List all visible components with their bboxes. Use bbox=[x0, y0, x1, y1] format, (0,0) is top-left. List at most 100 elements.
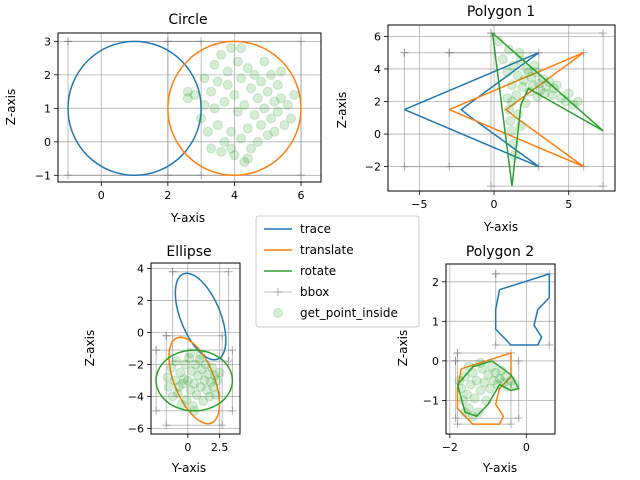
inside-point bbox=[201, 385, 212, 396]
inside-point bbox=[465, 379, 476, 390]
inside-point bbox=[456, 383, 467, 394]
bbox-marker bbox=[599, 182, 608, 191]
inside-point bbox=[180, 359, 191, 370]
inside-point bbox=[189, 405, 200, 416]
inside-point bbox=[222, 79, 233, 90]
bbox-marker bbox=[162, 421, 171, 430]
x-axis-label: Y-axis bbox=[170, 211, 205, 225]
inside-point bbox=[199, 99, 210, 110]
series-rotate bbox=[155, 349, 234, 412]
subplot-polygon-1: Polygon 1 Y-axis Z-axis −5 0 5 −2 0 2 4 6 bbox=[335, 4, 616, 234]
y-tick-label: 0 bbox=[137, 327, 144, 340]
inside-point bbox=[506, 375, 517, 386]
inside-point bbox=[508, 138, 519, 149]
inside-point bbox=[475, 357, 486, 368]
bbox-marker bbox=[297, 171, 306, 180]
inside-point bbox=[512, 70, 523, 81]
inside-point bbox=[191, 389, 202, 400]
inside-point bbox=[200, 359, 211, 370]
inside-point bbox=[477, 363, 488, 374]
inside-point bbox=[212, 120, 223, 131]
inside-point bbox=[202, 126, 213, 137]
bbox-marker bbox=[400, 162, 409, 171]
x-tick-label: 0 bbox=[491, 198, 498, 211]
bbox-marker bbox=[168, 267, 177, 276]
inside-point bbox=[199, 375, 210, 386]
bbox-marker bbox=[297, 37, 306, 46]
legend-marker bbox=[274, 288, 282, 296]
bbox-marker bbox=[451, 356, 460, 365]
inside-point bbox=[521, 63, 532, 74]
inside-point bbox=[193, 370, 204, 381]
inside-point bbox=[252, 93, 263, 104]
inside-point bbox=[272, 106, 283, 117]
inside-point bbox=[167, 391, 178, 402]
inside-point bbox=[236, 43, 247, 54]
inside-point bbox=[486, 361, 497, 372]
inside-point bbox=[210, 389, 221, 400]
inside-point bbox=[214, 367, 225, 378]
inside-point bbox=[460, 407, 471, 418]
inside-point bbox=[249, 69, 260, 80]
y-tick-label: −4 bbox=[128, 390, 144, 403]
inside-point bbox=[469, 393, 480, 404]
inside-point bbox=[184, 353, 195, 364]
series-trace bbox=[404, 52, 540, 168]
inside-point bbox=[259, 103, 270, 114]
legend-entry-translate: translate bbox=[264, 243, 354, 257]
legend-label: rotate bbox=[300, 264, 336, 278]
inside-point bbox=[212, 76, 223, 87]
inside-point bbox=[475, 385, 486, 396]
inside-point bbox=[242, 153, 253, 164]
inside-point bbox=[229, 150, 240, 161]
inside-point bbox=[530, 67, 541, 78]
inside-point bbox=[179, 373, 190, 384]
inside-point bbox=[212, 375, 223, 386]
bbox-marker bbox=[400, 48, 409, 57]
plot-area: 0 2 4 6 −1 0 1 2 3 bbox=[35, 32, 322, 202]
y-axis-label: Z-axis bbox=[396, 330, 410, 366]
inside-point bbox=[266, 69, 277, 80]
inside-point bbox=[222, 66, 233, 77]
inside-point bbox=[494, 373, 505, 384]
inside-point bbox=[563, 88, 574, 99]
legend-label: trace bbox=[300, 222, 331, 236]
bbox-marker bbox=[163, 37, 172, 46]
inside-point bbox=[462, 389, 473, 400]
legend: trace translate rotate bbox get_point_in… bbox=[255, 215, 420, 328]
bbox-marker bbox=[163, 171, 172, 180]
inside-point bbox=[473, 407, 484, 418]
legend-marker bbox=[273, 308, 283, 318]
bbox-marker bbox=[507, 420, 516, 429]
y-tick-label: −1 bbox=[423, 394, 439, 407]
bbox-marker bbox=[63, 37, 72, 46]
inside-point bbox=[508, 60, 519, 71]
inside-point bbox=[463, 403, 474, 414]
inside-point bbox=[269, 126, 280, 137]
inside-point bbox=[502, 93, 513, 104]
inside-point bbox=[502, 67, 513, 78]
bbox-marker bbox=[162, 331, 171, 340]
inside-point bbox=[471, 375, 482, 386]
x-tick-label: −2 bbox=[442, 441, 458, 454]
series-trace bbox=[174, 272, 227, 361]
inside-point bbox=[551, 80, 562, 91]
inside-point bbox=[187, 401, 198, 412]
inside-point bbox=[208, 381, 219, 392]
x-tick-label: 2.5 bbox=[211, 441, 229, 454]
bbox-marker bbox=[599, 29, 608, 38]
inside-point bbox=[526, 72, 537, 83]
inside-point bbox=[568, 99, 579, 110]
inside-point bbox=[276, 66, 287, 77]
inside-point bbox=[189, 89, 200, 100]
axes-frame bbox=[445, 263, 556, 435]
inside-point bbox=[538, 73, 549, 84]
x-tick-label: 0 bbox=[98, 189, 105, 202]
inside-point bbox=[460, 371, 471, 382]
bbox-marker bbox=[152, 406, 161, 415]
inside-point bbox=[209, 370, 220, 381]
inside-point bbox=[500, 371, 511, 382]
inside-point bbox=[547, 89, 558, 100]
inside-point bbox=[206, 143, 217, 154]
